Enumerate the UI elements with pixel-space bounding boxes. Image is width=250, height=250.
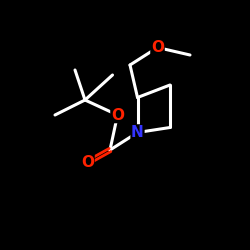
Text: O: O [111,108,124,122]
Text: O: O [81,155,94,170]
Text: O: O [151,40,164,55]
Text: N: N [131,125,144,140]
